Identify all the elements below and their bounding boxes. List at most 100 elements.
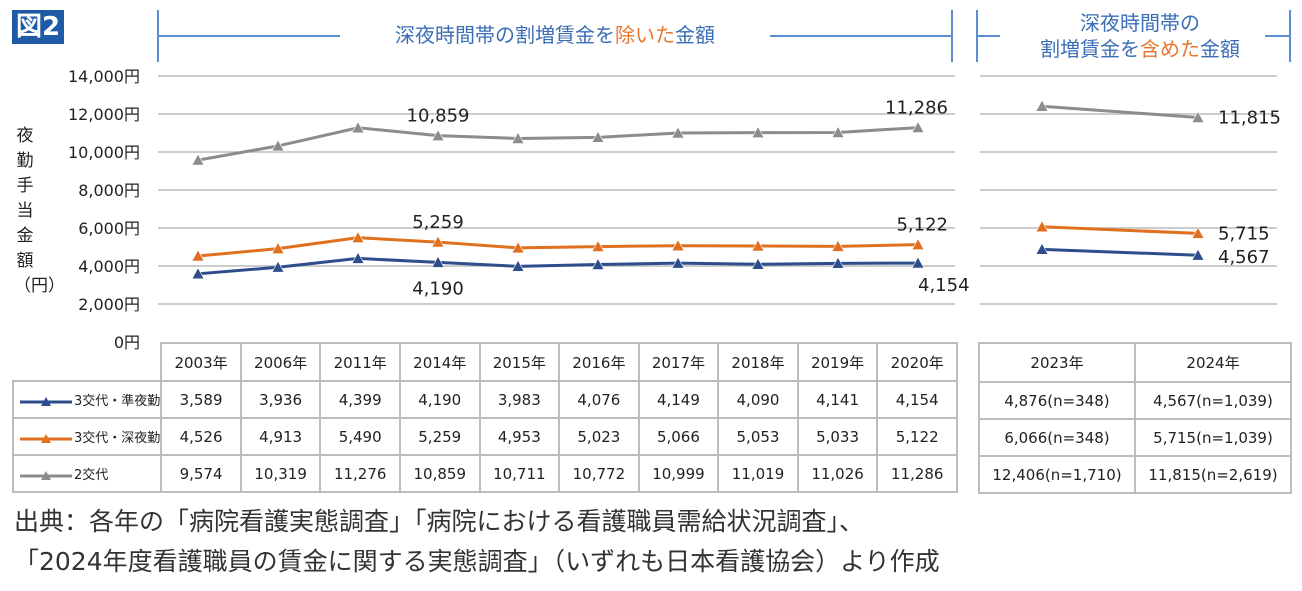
y-tick-label: 14,000円: [68, 67, 140, 86]
data-point: [431, 129, 445, 141]
data-point: [1035, 220, 1049, 233]
header-brackets: [157, 10, 1291, 62]
legend-line-icon: [20, 470, 72, 480]
table-cell: 4,154: [876, 380, 958, 419]
data-label: 4,154: [918, 275, 970, 296]
data-point: [271, 260, 285, 273]
legend-entry: 2交代: [11, 454, 163, 493]
data-point: [831, 256, 845, 269]
data-point: [351, 121, 365, 134]
table-row: 3交代・深夜勤 4,526 4,913 5,490 5,259 4,953 5,023 5,0…: [11, 417, 958, 456]
data-point: [191, 267, 205, 280]
table-cell: 4,149: [637, 380, 720, 419]
table-cell: 4,913: [239, 417, 322, 456]
table-cell: 11,286: [876, 454, 958, 493]
series-line: [197, 256, 919, 276]
chart-canvas: 0円 2,000円 4,000円 6,000円 8,000円 10,000円 12,000円…: [68, 10, 1291, 352]
legend-label: 3交代・深夜勤: [74, 431, 161, 446]
header-right-highlight: 含めた: [1140, 37, 1200, 61]
header-left-text: 深夜時間帯の割増賃金を: [395, 23, 615, 47]
header-left: 深夜時間帯の割増賃金を除いた金額: [330, 22, 780, 48]
table-cell: 10,711: [478, 454, 561, 493]
table-row: 2交代 9,574 10,319 11,276 10,859 10,711 10,772 10…: [11, 454, 958, 493]
category-header: 2016年: [558, 342, 640, 382]
table-header-row: 2023年 2024年: [978, 342, 1292, 383]
table-cell: 5,023: [558, 417, 640, 456]
data-point: [831, 125, 845, 138]
data-point: [351, 231, 365, 243]
category-header: 2014年: [398, 342, 481, 382]
table-cell: 4,141: [796, 380, 879, 419]
category-header: 2011年: [319, 342, 401, 382]
table-cell: 3,936: [239, 380, 322, 419]
legend-label: 3交代・準夜勤: [74, 394, 161, 409]
table-header-row: 2003年 2006年 2011年 2014年 2015年 2016年 2017年 2018年…: [13, 342, 958, 382]
y-tick-label: 10,000円: [68, 143, 140, 162]
table-cell: 4,076: [558, 380, 640, 419]
data-point: [191, 249, 205, 262]
table-row: 6,066(n=348) 5,715(n=1,039): [978, 418, 1292, 457]
data-point: [191, 153, 205, 166]
data-point: [1191, 248, 1205, 261]
data-label: 5,122: [896, 215, 948, 236]
table-cell: 5,122: [876, 417, 958, 456]
table-cell: 5,490: [319, 417, 401, 456]
series-line: [1041, 247, 1199, 257]
table-cell: 11,276: [319, 454, 401, 493]
header-right-text: 割増賃金を: [1040, 37, 1140, 61]
data-label: 11,286: [885, 98, 948, 119]
table-cell: 5,259: [398, 417, 481, 456]
legend-entry: 3交代・深夜勤: [11, 417, 163, 456]
header-right-line1: 深夜時間帯の: [1080, 11, 1200, 35]
data-label: 10,859: [407, 106, 470, 127]
table-cell: 4,567(n=1,039): [1134, 381, 1292, 420]
table-corner: [13, 343, 161, 381]
table-cell: 4,190: [398, 380, 481, 419]
table-cell: 6,066(n=348): [978, 418, 1136, 457]
category-header: 2006年: [239, 342, 322, 382]
table-cell: 5,033: [796, 417, 879, 456]
y-tick-label: 4,000円: [78, 257, 140, 276]
y-tick-label: 6,000円: [78, 219, 140, 238]
data-point: [1191, 110, 1205, 123]
data-point: [671, 256, 685, 269]
table-cell: 11,019: [717, 454, 799, 493]
header-left-suffix: 金額: [675, 23, 715, 47]
data-point: [671, 126, 685, 139]
data-point: [511, 131, 525, 144]
table-row: 4,876(n=348) 4,567(n=1,039): [978, 381, 1292, 420]
legend-entry: 3交代・準夜勤: [11, 380, 163, 419]
data-point: [591, 239, 605, 252]
series-line: [1041, 104, 1199, 120]
category-header: 2023年: [978, 342, 1136, 383]
data-point: [591, 257, 605, 270]
data-point: [831, 239, 845, 252]
header-right: 深夜時間帯の 割増賃金を含めた金額: [990, 10, 1290, 62]
table-cell: 5,066: [637, 417, 720, 456]
category-header: 2003年: [160, 342, 242, 382]
table-cell: 4,399: [319, 380, 401, 419]
data-point: [511, 259, 525, 272]
data-point: [751, 126, 765, 138]
series-line: [197, 236, 919, 258]
table-cell: 10,859: [398, 454, 481, 493]
data-point: [1035, 99, 1049, 112]
data-point: [911, 120, 925, 133]
category-header: 2015年: [478, 342, 561, 382]
data-point: [271, 139, 285, 152]
y-tick-label: 2,000円: [78, 295, 140, 314]
data-point: [271, 242, 285, 254]
table-cell: 10,999: [637, 454, 720, 493]
table-cell: 12,406(n=1,710): [978, 455, 1136, 494]
data-point: [511, 241, 525, 254]
header-right-suffix: 金額: [1200, 37, 1240, 61]
data-point: [431, 235, 445, 248]
data-point: [751, 239, 765, 252]
table-cell: 4,876(n=348): [978, 381, 1136, 420]
y-tick-label: 8,000円: [78, 181, 140, 200]
table-cell: 10,772: [558, 454, 640, 493]
table-cell: 3,983: [478, 380, 561, 419]
table-cell: 4,090: [717, 380, 799, 419]
data-table-left: 2003年 2006年 2011年 2014年 2015年 2016年 2017年 2018年…: [11, 342, 958, 493]
